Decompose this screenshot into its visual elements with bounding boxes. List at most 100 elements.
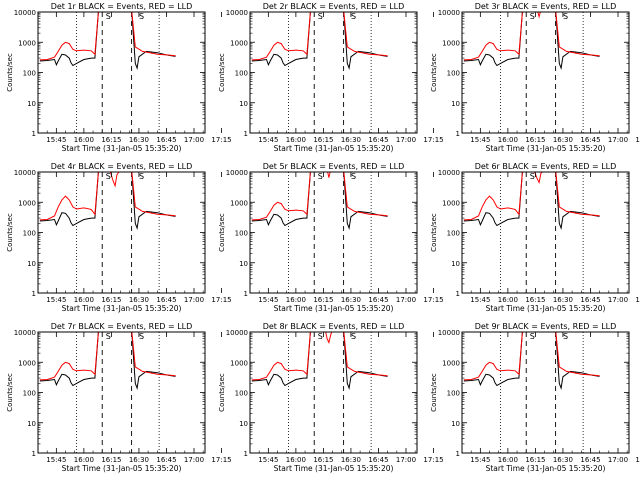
x-tick-label: 15:45 xyxy=(258,136,278,144)
x-tick-label: 16:45 xyxy=(580,136,600,144)
marker-label: S xyxy=(318,332,323,341)
x-axis-label: Start Time (31-Jan-05 15:35:20) xyxy=(274,464,394,473)
x-tick-label: 16:30 xyxy=(553,456,573,464)
chart-title: Det 4r BLACK = Events, RED = LLD xyxy=(51,162,193,171)
x-tick-label: 15:45 xyxy=(258,456,278,464)
y-tick-label: 1 xyxy=(244,450,248,458)
y-tick-label: 1000 xyxy=(442,359,460,367)
x-tick-label: 16:45 xyxy=(368,456,388,464)
x-tick-label: 16:45 xyxy=(368,136,388,144)
series-lld-line xyxy=(39,12,176,61)
marker-label: S xyxy=(351,172,356,181)
x-tick-label: 15:45 xyxy=(470,296,490,304)
x-tick-label: 16:30 xyxy=(129,296,149,304)
y-tick-label: 1000 xyxy=(18,39,36,47)
x-tick-label: 16:15 xyxy=(313,296,333,304)
marker-label: S xyxy=(351,12,356,21)
series-events-line xyxy=(39,332,176,391)
series-events-line xyxy=(251,172,388,231)
x-tick-label: 16:45 xyxy=(156,136,176,144)
series-lld-line xyxy=(463,172,600,221)
y-tick-label: 1000 xyxy=(442,39,460,47)
chart-title: Det 3r BLACK = Events, RED = LLD xyxy=(475,2,617,11)
y-tick-label: 1000 xyxy=(18,359,36,367)
chart-title: Det 2r BLACK = Events, RED = LLD xyxy=(263,2,405,11)
x-tick-label: 17:15 xyxy=(423,456,443,464)
y-tick-label: 1 xyxy=(456,290,460,298)
marker-label: S xyxy=(563,12,568,21)
y-tick-label: 10 xyxy=(239,260,248,268)
y-tick-label: 10000 xyxy=(14,329,36,337)
plot-frame xyxy=(37,11,206,134)
y-tick-label: 10 xyxy=(451,100,460,108)
x-tick-label: 17:15 xyxy=(211,456,231,464)
x-axis-label: Start Time (31-Jan-05 15:35:20) xyxy=(486,464,606,473)
x-tick-label: 16:30 xyxy=(129,136,149,144)
plot-frame xyxy=(37,331,206,454)
x-tick-label: 17:00 xyxy=(608,296,628,304)
marker-label: S xyxy=(106,332,111,341)
y-tick-label: 100 xyxy=(23,390,36,398)
x-tick-label: 17:15 xyxy=(211,296,231,304)
y-axis-label: Counts/sec xyxy=(218,213,226,252)
x-tick-label: 16:45 xyxy=(156,456,176,464)
x-tick-label: 16:30 xyxy=(341,296,361,304)
y-axis-label: Counts/sec xyxy=(218,373,226,412)
y-tick-label: 10000 xyxy=(438,9,460,17)
marker-label: S xyxy=(530,332,535,341)
y-tick-label: 10000 xyxy=(14,9,36,17)
x-axis-label: Start Time (31-Jan-05 15:35:20) xyxy=(486,304,606,313)
plot-frame xyxy=(249,331,418,454)
x-tick-label: 16:15 xyxy=(101,296,121,304)
marker-label: S xyxy=(139,12,144,21)
x-tick-label: 16:00 xyxy=(498,136,518,144)
x-tick-label: 16:15 xyxy=(313,456,333,464)
y-axis-label: Counts/sec xyxy=(430,213,438,252)
marker-label: S xyxy=(139,172,144,181)
series-events-line xyxy=(251,332,388,391)
plot-frame xyxy=(249,11,418,134)
x-tick-label: 16:45 xyxy=(580,296,600,304)
y-tick-label: 1 xyxy=(456,450,460,458)
x-tick-label: 16:15 xyxy=(525,136,545,144)
y-tick-label: 100 xyxy=(235,390,248,398)
x-tick-label: 15:45 xyxy=(46,136,66,144)
plot-frame xyxy=(249,171,418,294)
x-tick-label: 16:45 xyxy=(156,296,176,304)
y-tick-label: 1 xyxy=(244,290,248,298)
y-tick-label: 1000 xyxy=(18,199,36,207)
y-tick-label: 100 xyxy=(23,70,36,78)
x-tick-label: 17:15 xyxy=(423,136,443,144)
y-tick-label: 100 xyxy=(235,70,248,78)
x-tick-label: 17:15 xyxy=(635,136,640,144)
x-tick-label: 17:00 xyxy=(608,136,628,144)
marker-label: S xyxy=(563,172,568,181)
y-axis-label: Counts/sec xyxy=(218,53,226,92)
x-tick-label: 16:15 xyxy=(101,136,121,144)
marker-label: S xyxy=(106,172,111,181)
y-axis-label: Counts/sec xyxy=(6,373,14,412)
x-axis-label: Start Time (31-Jan-05 15:35:20) xyxy=(486,144,606,153)
y-tick-label: 10 xyxy=(451,420,460,428)
series-events-line xyxy=(39,12,176,71)
x-tick-label: 17:00 xyxy=(184,136,204,144)
y-axis-label: Counts/sec xyxy=(430,53,438,92)
x-tick-label: 17:15 xyxy=(635,456,640,464)
y-tick-label: 100 xyxy=(235,230,248,238)
marker-label: S xyxy=(351,332,356,341)
y-axis-label: Counts/sec xyxy=(430,373,438,412)
y-tick-label: 10000 xyxy=(438,169,460,177)
y-tick-label: 1000 xyxy=(442,199,460,207)
series-events-line xyxy=(463,332,600,391)
y-tick-label: 1 xyxy=(32,290,36,298)
x-tick-label: 16:15 xyxy=(525,456,545,464)
x-axis-label: Start Time (31-Jan-05 15:35:20) xyxy=(274,144,394,153)
x-axis-label: Start Time (31-Jan-05 15:35:20) xyxy=(274,304,394,313)
chart-title: Det 8r BLACK = Events, RED = LLD xyxy=(263,322,405,331)
x-tick-label: 16:15 xyxy=(101,456,121,464)
